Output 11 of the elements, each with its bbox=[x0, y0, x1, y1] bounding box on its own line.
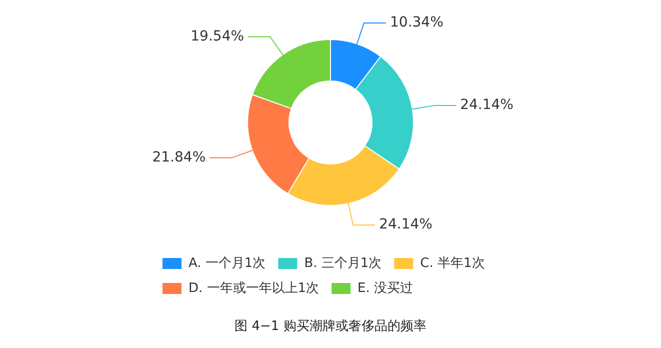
data-label: 24.14% bbox=[379, 216, 432, 233]
legend-label: A. 一个月1次 bbox=[188, 256, 266, 271]
data-label: 24.14% bbox=[460, 97, 514, 114]
legend-label: C. 半年1次 bbox=[420, 256, 485, 271]
legend-label: D. 一年或一年以上1次 bbox=[188, 280, 320, 296]
data-label: 10.34% bbox=[390, 14, 444, 31]
data-label: 19.54% bbox=[190, 28, 244, 44]
text: 图 4−1 购买潮牌或奢侈品的频率 bbox=[234, 318, 428, 335]
legend-label: B. 三个月1次 bbox=[304, 256, 382, 271]
data-label: 21.84% bbox=[152, 149, 206, 166]
legend-label: E. 没买过 bbox=[358, 280, 414, 296]
